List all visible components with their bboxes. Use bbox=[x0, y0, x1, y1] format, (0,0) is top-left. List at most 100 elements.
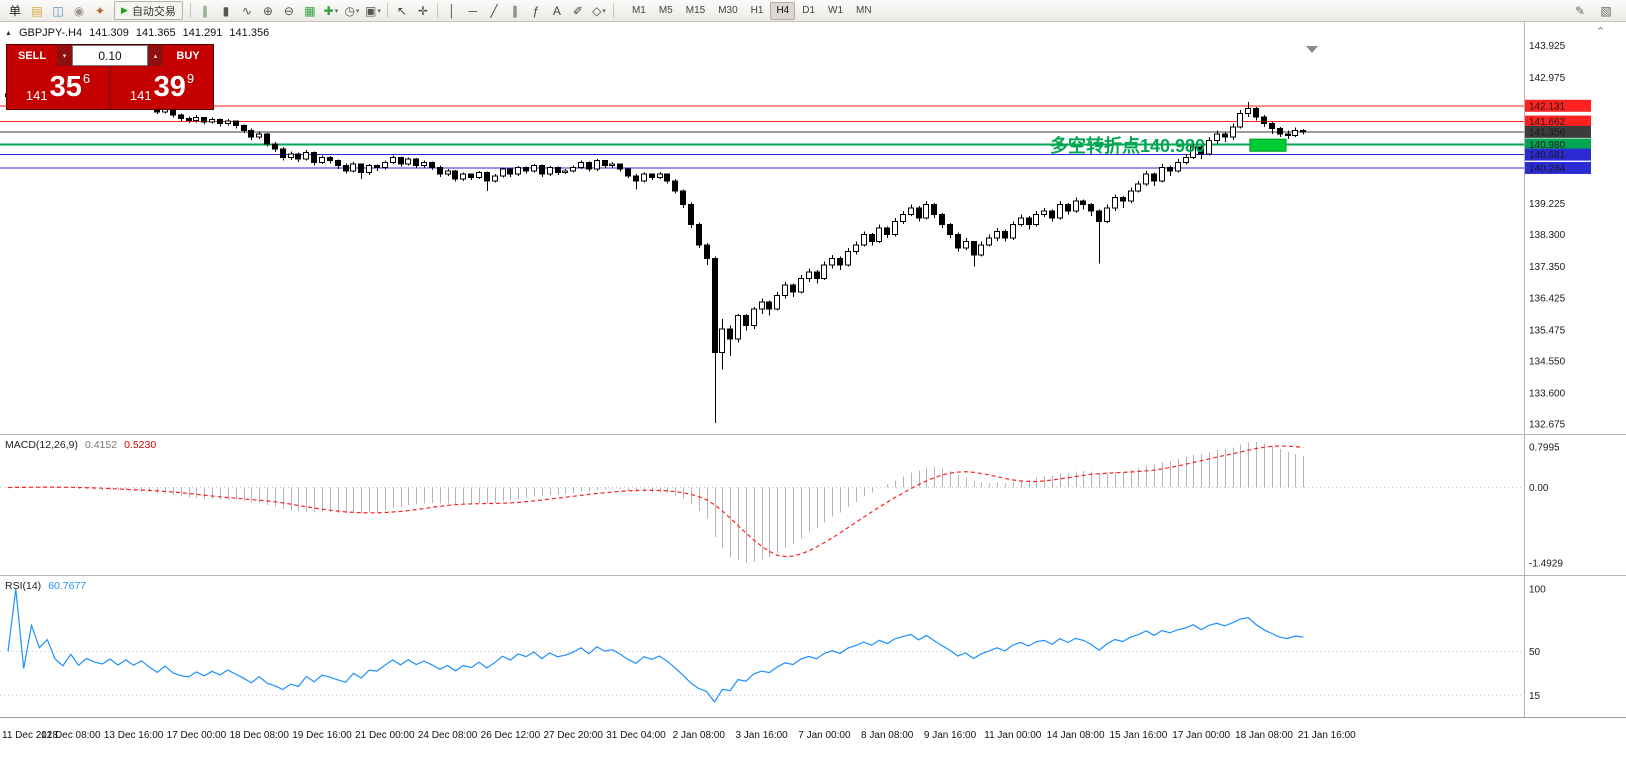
zoom-in-icon: ⊕ bbox=[262, 3, 273, 18]
price-badge-label: 141.662 bbox=[1529, 117, 1566, 128]
timeframe-d1[interactable]: D1 bbox=[802, 4, 816, 16]
notes-icon[interactable]: ▧ bbox=[1600, 3, 1612, 18]
buy-price[interactable]: 141 39 9 bbox=[109, 66, 213, 109]
toolbar-right-group: ✎ ▧ bbox=[1570, 2, 1622, 20]
sell-price-big: 35 bbox=[49, 71, 82, 103]
sell-price[interactable]: 141 35 6 bbox=[7, 66, 109, 109]
price-badge bbox=[1525, 148, 1591, 161]
horizontal-line-icon[interactable]: ─ bbox=[463, 2, 483, 20]
buy-button[interactable]: BUY bbox=[163, 45, 213, 66]
rsi-panel[interactable]: 100 50 15 bbox=[0, 575, 1626, 717]
ohlc-open: 141.309 bbox=[89, 27, 129, 39]
macd-value-signal: 0.5230 bbox=[124, 439, 157, 451]
pencil-icon[interactable]: ✎ bbox=[1574, 3, 1586, 18]
sell-button[interactable]: SELL bbox=[7, 45, 57, 66]
one-click-collapse-icon[interactable]: ▲ bbox=[5, 29, 12, 37]
autotrade-button[interactable]: ▶ 自动交易 bbox=[114, 1, 183, 20]
autotrade-play-icon: ▶ bbox=[121, 5, 128, 15]
crosshair-icon[interactable]: ✛ bbox=[413, 2, 433, 20]
line-chart-icon[interactable]: ∿ bbox=[237, 2, 257, 20]
zoom-in-icon[interactable]: ⊕ bbox=[258, 2, 278, 20]
periods-icon[interactable]: ◷ ▾ bbox=[342, 2, 362, 20]
time-axis-label: 27 Dec 20:00 bbox=[543, 730, 603, 741]
macd-axis-label: 0.7995 bbox=[1529, 443, 1560, 454]
turning-point-annotation[interactable]: 多空转折点140.980 bbox=[1050, 136, 1206, 156]
volume-input[interactable] bbox=[72, 45, 148, 66]
time-axis-label: 14 Jan 08:00 bbox=[1046, 730, 1105, 741]
timeframe-m15[interactable]: M15 bbox=[685, 4, 706, 16]
rsi-axis-label: 15 bbox=[1529, 691, 1541, 702]
text-icon[interactable]: A bbox=[547, 2, 567, 20]
charts-icon[interactable]: ◫ bbox=[48, 2, 68, 20]
macd-label: MACD(12,26,9) bbox=[5, 439, 78, 451]
chart-area: 143.925 142.975 139.225 138.300 137.350 136.4… bbox=[0, 22, 1626, 767]
timeframe-w1[interactable]: W1 bbox=[828, 4, 844, 16]
macd-panel[interactable]: 0.7995 0.00 -1.4929 bbox=[0, 434, 1626, 575]
time-axis-label: 9 Jan 16:00 bbox=[923, 730, 977, 741]
indicators-icon[interactable]: ✚ ▾ bbox=[321, 2, 341, 20]
price-axis-label: 139.225 bbox=[1529, 199, 1566, 210]
candlestick-icon[interactable]: ▮ bbox=[216, 2, 236, 20]
timeframe-h1[interactable]: H1 bbox=[750, 4, 764, 16]
chevron-down-icon: ▾ bbox=[355, 7, 360, 15]
time-axis-label: 19 Dec 16:00 bbox=[292, 730, 352, 741]
timeframe-m1[interactable]: M1 bbox=[631, 4, 646, 16]
vertical-line-icon[interactable]: │ bbox=[442, 2, 462, 20]
buy-price-big: 39 bbox=[153, 71, 186, 103]
new-order-icon[interactable]: ▤ bbox=[27, 2, 47, 20]
channel-icon[interactable]: ∥ bbox=[505, 2, 525, 20]
fibonacci-icon[interactable]: ƒ bbox=[526, 2, 546, 20]
price-badge bbox=[1525, 99, 1591, 112]
ohlc-low: 141.291 bbox=[182, 27, 223, 39]
chevron-down-icon: ▾ bbox=[602, 7, 606, 15]
timeframe-m30[interactable]: M30 bbox=[718, 4, 738, 16]
timeframe-h4[interactable]: H4 bbox=[770, 1, 796, 20]
scroll-up-icon[interactable]: ⌃ bbox=[1596, 26, 1606, 38]
menu-item[interactable]: 单 bbox=[9, 4, 22, 18]
time-axis-label: 7 Jan 00:00 bbox=[798, 730, 851, 741]
horizontal-line-icon: ─ bbox=[468, 3, 478, 18]
navigator-icon[interactable]: ✦ bbox=[90, 2, 110, 20]
volume-decrease-button[interactable]: ▾ bbox=[57, 45, 72, 66]
trendline-icon: ╱ bbox=[490, 3, 498, 18]
macd-axis-label: 0.00 bbox=[1529, 483, 1549, 494]
time-axis-label: 13 Dec 16:00 bbox=[103, 730, 164, 741]
shapes-icon: ◇ bbox=[592, 3, 602, 18]
toolbar-separator bbox=[436, 3, 438, 18]
label-icon[interactable]: ✐ bbox=[568, 2, 588, 20]
timeframe-m5[interactable]: M5 bbox=[658, 4, 673, 16]
timeframe-mn[interactable]: MN bbox=[856, 4, 872, 16]
sell-price-sup: 6 bbox=[82, 71, 91, 86]
trendline-icon[interactable]: ╱ bbox=[484, 2, 504, 20]
ohlc-high: 141.365 bbox=[135, 27, 176, 39]
bar-chart-icon[interactable]: ∥ bbox=[195, 2, 215, 20]
highlight-box[interactable] bbox=[1249, 138, 1287, 152]
timeframe-group: M1 M5 M15 M30 H1 H4 D1 W1 MN bbox=[626, 1, 878, 20]
line-chart-icon: ∿ bbox=[241, 3, 252, 18]
label-icon: ✐ bbox=[572, 3, 583, 18]
time-axis-label: 18 Jan 08:00 bbox=[1235, 730, 1293, 741]
price-axis-label: 137.350 bbox=[1529, 262, 1566, 273]
price-chart[interactable]: 143.925 142.975 139.225 138.300 137.350 136.4… bbox=[0, 22, 1626, 433]
fibonacci-icon: ƒ bbox=[532, 3, 540, 18]
macd-header: MACD(12,26,9) 0.4152 0.5230 bbox=[5, 439, 156, 451]
price-axis-label: 138.300 bbox=[1529, 230, 1566, 241]
crosshair-icon: ✛ bbox=[417, 3, 428, 18]
shapes-icon[interactable]: ◇ ▾ bbox=[589, 2, 609, 20]
grid-icon[interactable]: ▦ bbox=[300, 2, 320, 20]
time-axis[interactable]: 11 Dec 2018 12 Dec 08:00 13 Dec 16:00 17 De… bbox=[0, 717, 1626, 767]
toolbar-separator bbox=[386, 3, 388, 18]
profiles-icon[interactable]: ◉ bbox=[69, 2, 89, 20]
time-axis-label: 18 Dec 08:00 bbox=[229, 730, 289, 741]
one-click-trading-panel: SELL ▾ ▴ BUY 141 35 6 141 39 9 bbox=[6, 44, 214, 110]
chart-shift-marker-icon[interactable] bbox=[1306, 46, 1318, 53]
price-badge-label: 140.284 bbox=[1529, 163, 1566, 174]
zoom-out-icon[interactable]: ⊖ bbox=[279, 2, 299, 20]
volume-increase-button[interactable]: ▴ bbox=[148, 45, 163, 66]
templates-icon[interactable]: ▣ ▾ bbox=[363, 2, 383, 20]
candlestick-icon: ▮ bbox=[222, 3, 230, 18]
cursor-icon[interactable]: ↖ bbox=[392, 2, 412, 20]
new-order-icon: ▤ bbox=[31, 3, 43, 18]
chart-header: ▲ GBPJPY-.H4 141.309 141.365 141.291 141… bbox=[5, 27, 269, 39]
